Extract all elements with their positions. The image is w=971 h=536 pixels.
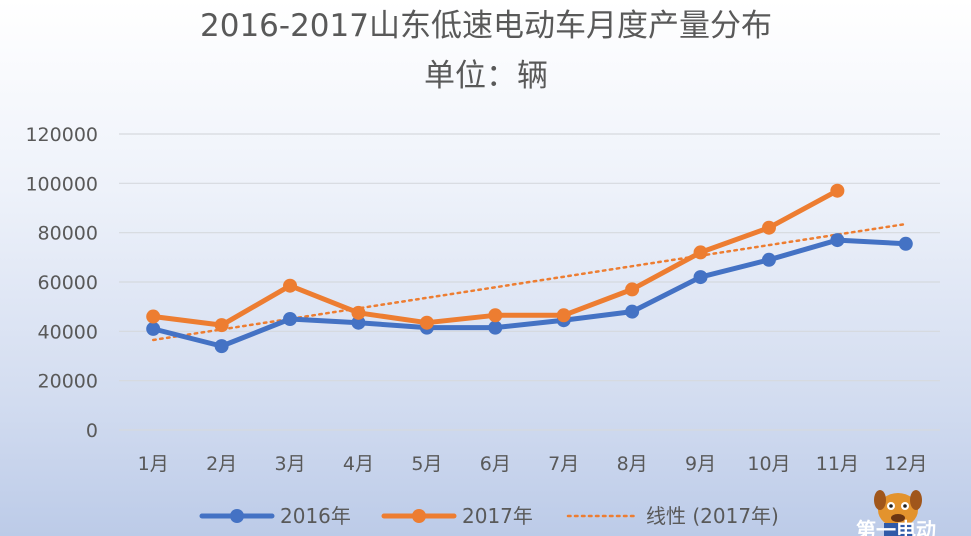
data-point	[625, 282, 640, 297]
x-tick-label: 3月	[274, 453, 305, 475]
series-0	[146, 233, 913, 354]
data-point	[419, 315, 434, 330]
legend-item-1: 2017年	[381, 504, 533, 528]
data-point	[283, 312, 298, 326]
x-tick-label: 12月	[884, 453, 927, 475]
x-tick-label: 1月	[138, 453, 169, 475]
legend-label: 2017年	[462, 504, 533, 528]
data-point	[488, 308, 503, 323]
data-point	[693, 245, 708, 260]
legend-item-2: 线性 (2017年)	[566, 504, 779, 528]
data-point	[351, 305, 366, 320]
trendline	[151, 222, 908, 342]
chart-subtitle: 单位：辆	[424, 58, 548, 94]
y-tick-label: 80000	[38, 223, 98, 245]
y-tick-label: 20000	[38, 371, 98, 393]
legend-marker	[412, 509, 426, 523]
legend-label: 2016年	[280, 504, 351, 528]
x-axis-tick-labels: 1月 2月 3月 4月 5月 6月 7月 8月 9月 10月 11月 12月	[138, 453, 928, 475]
x-tick-label: 8月	[617, 453, 648, 475]
series-line	[150, 188, 840, 328]
data-point	[898, 236, 913, 251]
x-tick-label: 10月	[747, 453, 790, 475]
data-point	[488, 320, 503, 335]
y-tick-label: 0	[86, 420, 98, 442]
x-tick-label: 2月	[206, 453, 237, 475]
x-tick-label: 5月	[411, 453, 442, 475]
x-tick-label: 6月	[480, 453, 511, 475]
x-tick-label: 7月	[548, 453, 579, 475]
data-point	[214, 339, 229, 354]
x-tick-label: 4月	[343, 453, 374, 475]
legend-item-0: 2016年	[199, 504, 351, 528]
y-tick-label: 40000	[38, 321, 98, 343]
trendline-2017	[151, 222, 908, 342]
series-line	[150, 237, 909, 349]
data-point	[761, 220, 776, 235]
data-point	[761, 252, 776, 267]
data-point	[830, 233, 845, 248]
data-point	[214, 318, 229, 333]
watermark: 第一电动	[856, 490, 936, 536]
data-point	[693, 270, 708, 285]
legend-label: 线性 (2017年)	[646, 504, 779, 528]
data-point	[830, 183, 845, 198]
y-axis-tick-labels: 0 20000 40000 60000 80000 100000 120000	[25, 124, 98, 442]
data-point	[146, 309, 161, 324]
data-point	[283, 278, 298, 293]
data-point	[625, 304, 640, 319]
y-tick-label: 100000	[25, 173, 98, 195]
data-point	[556, 308, 571, 323]
legend-marker	[230, 509, 244, 523]
watermark-text: 第一电动	[856, 518, 936, 536]
mascot-icon	[874, 490, 922, 536]
x-tick-label: 11月	[816, 453, 859, 475]
y-tick-label: 120000	[25, 124, 98, 146]
series-layer	[146, 183, 913, 354]
legend: 2016年 2017年 线性 (2017年)	[199, 504, 779, 528]
chart-title: 2016-2017山东低速电动车月度产量分布	[200, 8, 772, 44]
y-tick-label: 60000	[38, 272, 98, 294]
data-point	[351, 315, 366, 330]
series-1	[146, 183, 845, 333]
x-tick-label: 9月	[685, 453, 716, 475]
data-point	[146, 321, 161, 336]
